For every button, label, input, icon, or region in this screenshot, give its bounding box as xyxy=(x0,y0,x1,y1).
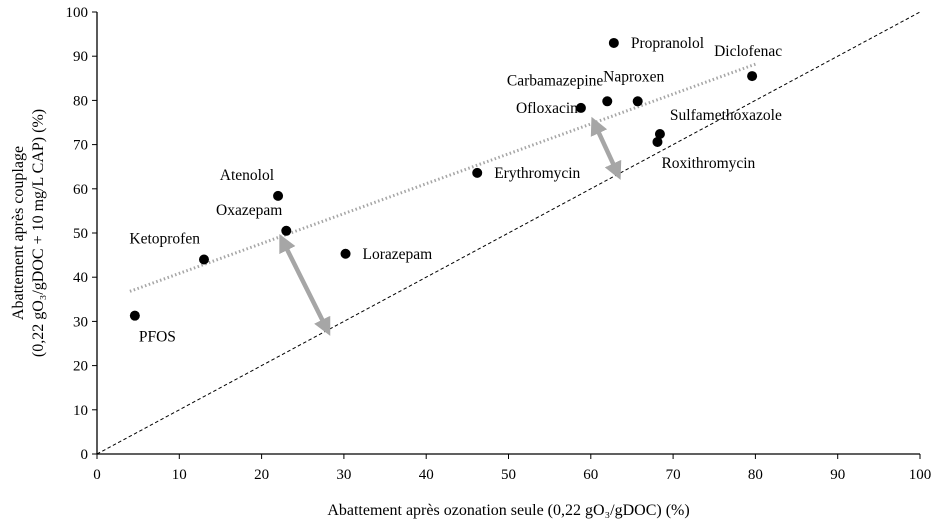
point-diclofenac xyxy=(747,71,758,82)
y-tick-label: 100 xyxy=(66,5,89,21)
x-tick-label: 90 xyxy=(830,467,845,483)
point-label-propranolol: Propranolol xyxy=(631,35,704,52)
point-naproxen xyxy=(632,96,643,107)
x-tick-label: 70 xyxy=(666,467,681,483)
point-label-oxazepam: Oxazepam xyxy=(216,202,282,219)
y-tick-label: 40 xyxy=(73,270,88,286)
x-tick-label: 50 xyxy=(501,467,516,483)
y-tick-label: 50 xyxy=(73,226,88,242)
point-lorazepam xyxy=(340,248,351,259)
x-tick-label: 0 xyxy=(93,467,101,483)
x-tick-label: 20 xyxy=(254,467,269,483)
y-tick-label: 30 xyxy=(73,314,88,330)
point-label-carbamazepine: Carbamazepine xyxy=(507,72,604,89)
point-label-atenolol: Atenolol xyxy=(220,167,274,184)
point-ketoprofen xyxy=(198,254,209,265)
point-propranolol xyxy=(608,37,619,48)
y-axis-label-line-1: Abattement après couplage xyxy=(10,146,27,320)
point-oxazepam xyxy=(281,225,292,236)
y-tick-label: 10 xyxy=(73,403,88,419)
point-label-erythromycin: Erythromycin xyxy=(494,165,580,182)
y-tick-label: 20 xyxy=(73,359,88,375)
point-roxithromycin xyxy=(652,136,663,147)
point-erythromycin xyxy=(472,167,483,178)
point-label-ketoprofen: Ketoprofen xyxy=(129,231,200,248)
point-ofloxacin xyxy=(575,102,586,113)
x-tick-label: 40 xyxy=(419,467,434,483)
point-carbamazepine xyxy=(602,96,613,107)
double-arrow-2 xyxy=(590,116,622,180)
x-tick-label: 60 xyxy=(583,467,598,483)
point-label-naproxen: Naproxen xyxy=(603,68,664,85)
y-tick-label: 70 xyxy=(73,138,88,154)
y-tick-label: 80 xyxy=(73,93,88,109)
point-label-diclofenac: Diclofenac xyxy=(714,43,782,60)
y-axis-label-line-2: (0,22 gO₃/gDOC + 10 mg/L CAP) (%) xyxy=(30,109,47,357)
point-label-pfos: PFOS xyxy=(139,329,176,346)
x-axis-label: Abattement après ozonation seule (0,22 g… xyxy=(327,502,689,519)
point-sulfamethoxazole xyxy=(654,128,665,139)
y-tick-label: 0 xyxy=(81,447,89,463)
point-label-lorazepam: Lorazepam xyxy=(363,246,433,263)
point-label-roxithromycin: Roxithromycin xyxy=(661,155,755,172)
x-tick-label: 80 xyxy=(748,467,763,483)
y-axis-label: Abattement après couplage (0,22 gO₃/gDOC… xyxy=(10,109,47,357)
point-pfos xyxy=(129,310,140,321)
double-arrow-1 xyxy=(279,233,331,336)
point-atenolol xyxy=(273,190,284,201)
point-label-sulfamethoxazole: Sulfamethoxazole xyxy=(670,107,782,124)
x-tick-label: 100 xyxy=(909,467,932,483)
y-tick-label: 60 xyxy=(73,182,88,198)
trend-line xyxy=(129,62,756,293)
point-label-ofloxacin: Ofloxacin xyxy=(516,100,578,117)
y-tick-label: 90 xyxy=(73,49,88,65)
x-tick-label: 30 xyxy=(336,467,351,483)
x-tick-label: 10 xyxy=(172,467,187,483)
